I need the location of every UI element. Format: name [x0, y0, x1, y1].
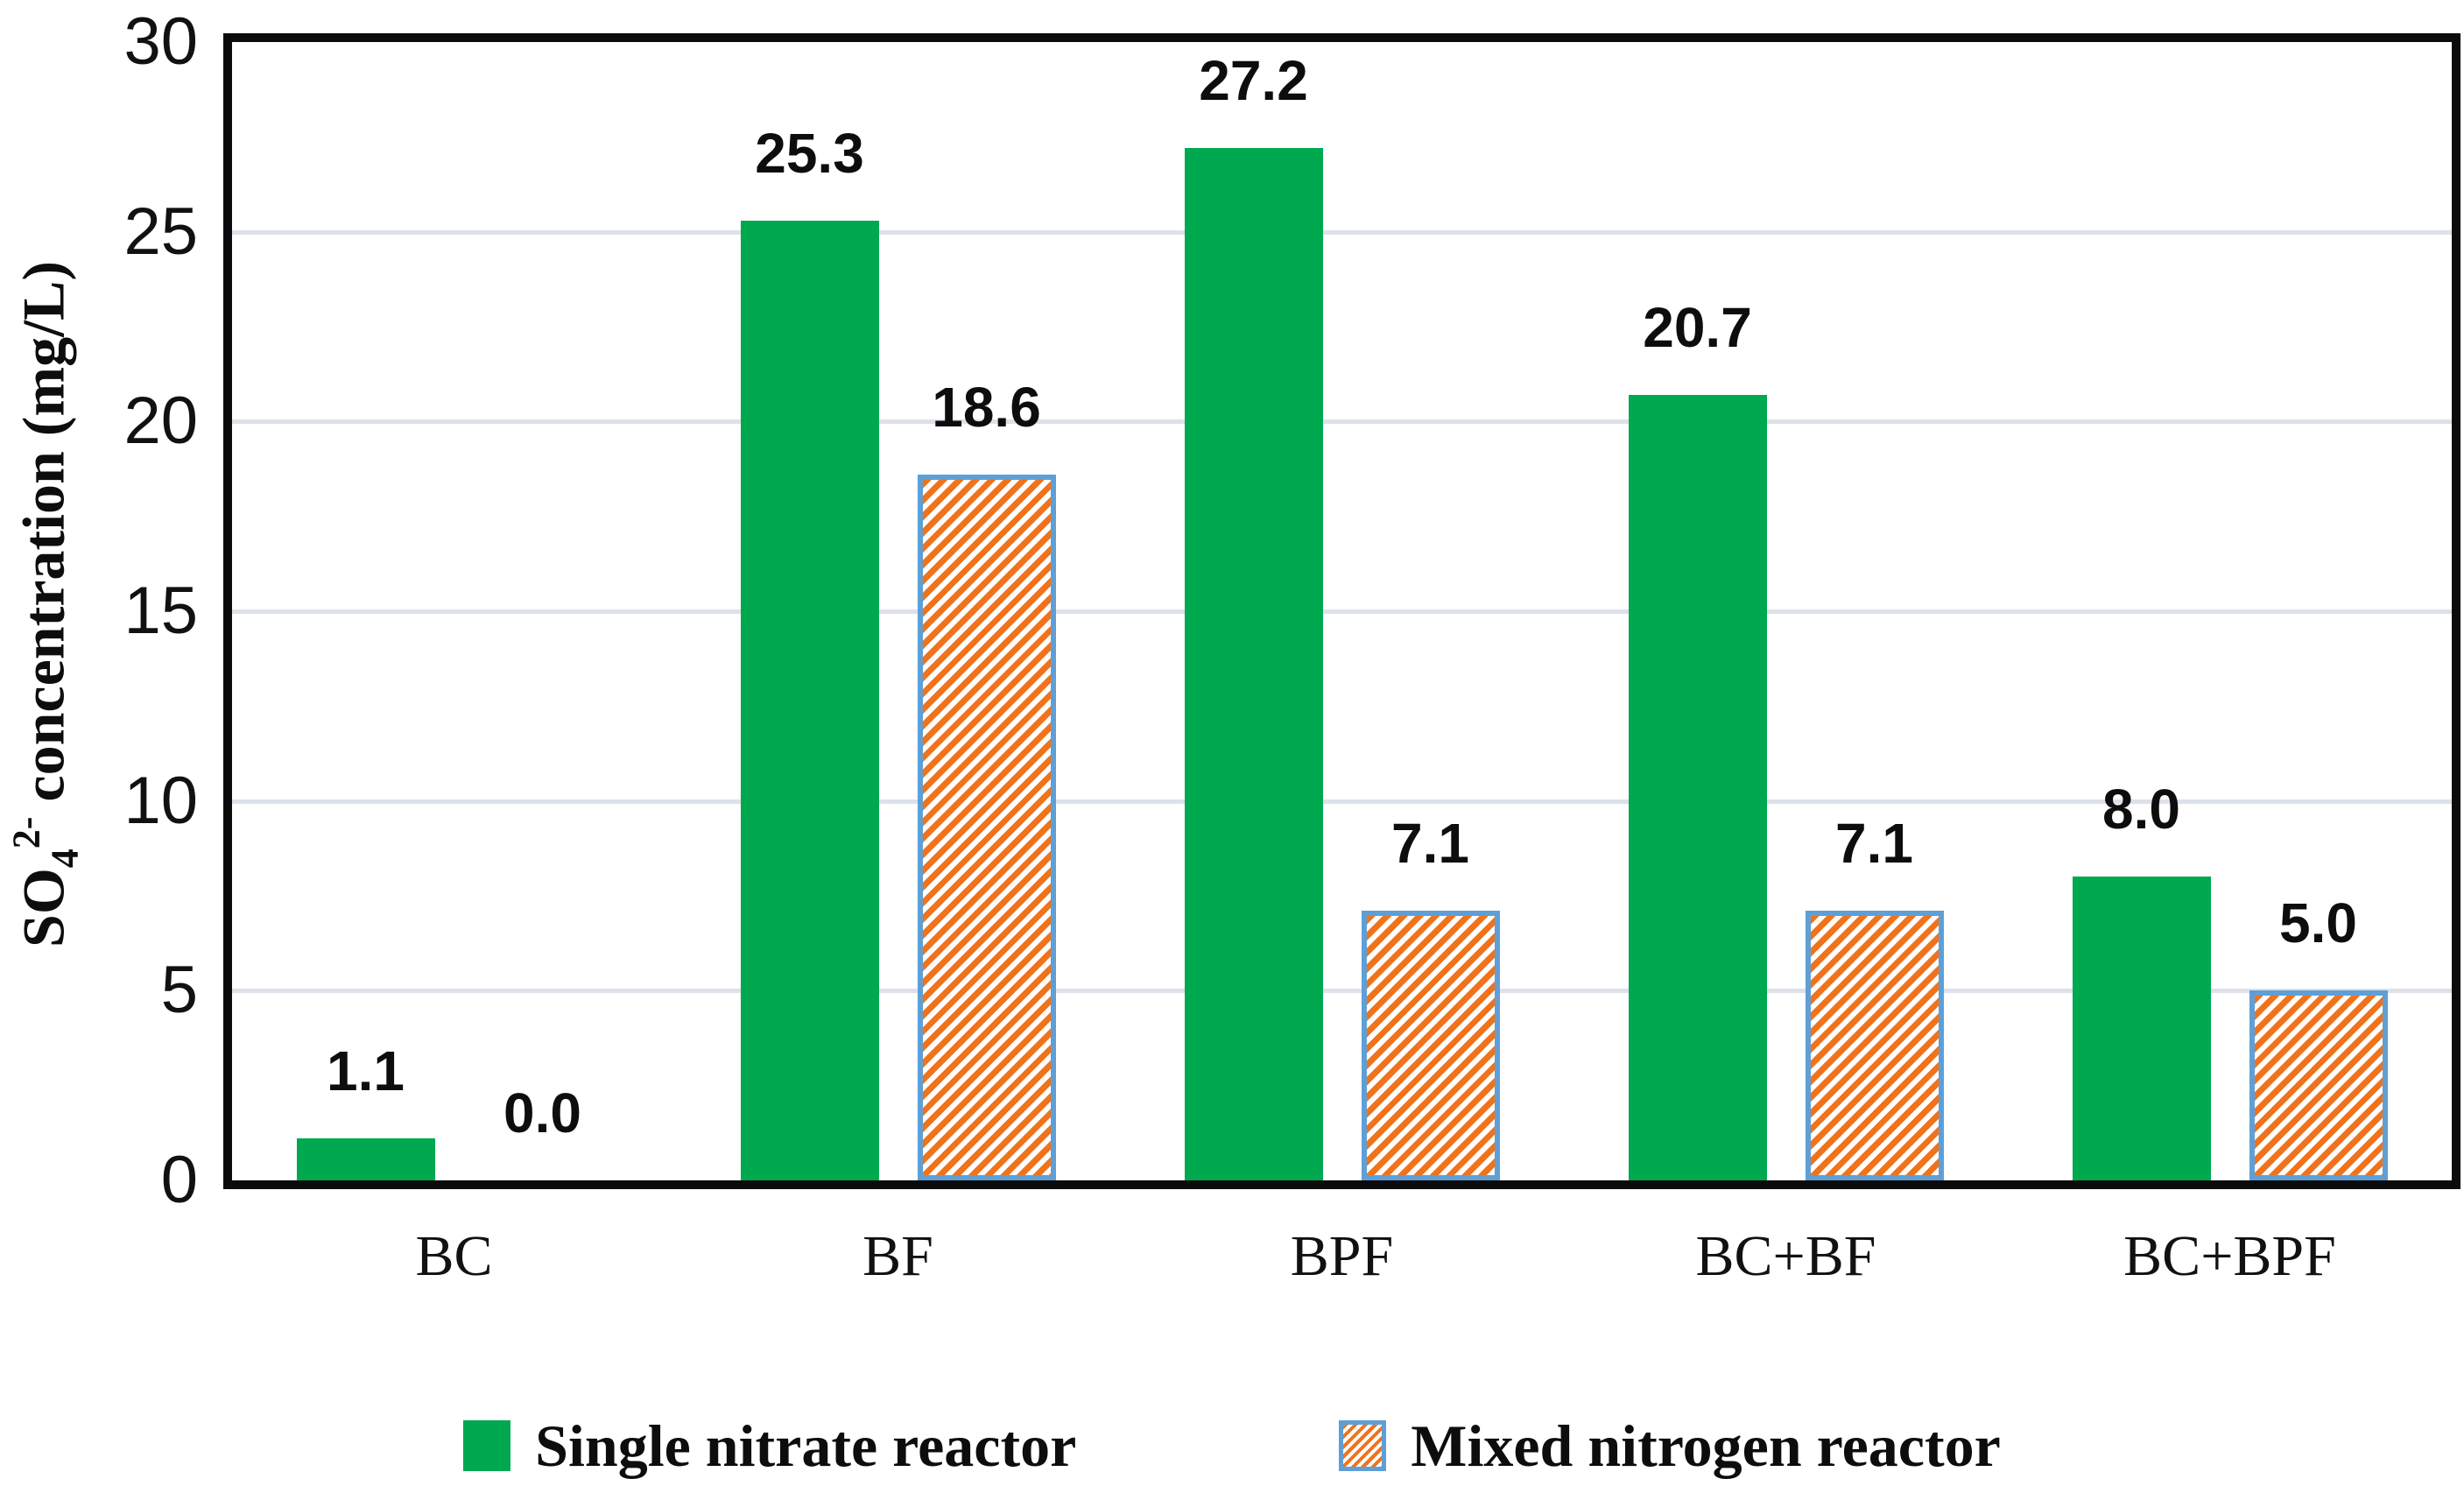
- gridline: [232, 609, 2452, 614]
- y-axis-title-rest: concentration (mg/L): [10, 261, 77, 817]
- y-tick-label: 10: [123, 763, 198, 838]
- x-category-label: BC: [415, 1224, 493, 1288]
- legend-item: Mixed nitrogen reactor: [1339, 1412, 2001, 1481]
- gridline: [232, 419, 2452, 425]
- x-category-label: BC+BF: [1695, 1224, 1876, 1288]
- bar-value-label: 7.1: [1835, 812, 1913, 875]
- legend-label: Mixed nitrogen reactor: [1411, 1412, 2001, 1479]
- y-tick-label: 20: [123, 384, 198, 459]
- gridline: [232, 989, 2452, 994]
- x-category-label: BC+BPF: [2123, 1224, 2336, 1288]
- legend-label: Single nitrate reactor: [535, 1412, 1077, 1479]
- bar-value-label: 18.6: [932, 376, 1041, 439]
- bar-value-label: 20.7: [1643, 296, 1752, 359]
- y-tick-label: 30: [123, 4, 198, 79]
- bar-single-nitrate-reactor: [740, 221, 879, 1180]
- y-axis-title-prefix: SO: [10, 868, 77, 947]
- bar-single-nitrate-reactor: [1184, 148, 1323, 1180]
- bar-mixed-nitrogen-reactor: [917, 475, 1056, 1180]
- legend-swatch-solid: [463, 1420, 511, 1471]
- legend-item: Single nitrate reactor: [463, 1412, 1076, 1481]
- x-category-label: BPF: [1290, 1224, 1394, 1288]
- bar-value-label: 8.0: [2102, 778, 2180, 841]
- bar-single-nitrate-reactor: [2072, 877, 2211, 1180]
- plot-border-bottom: [223, 1180, 2460, 1189]
- bar-value-label: 27.2: [1199, 49, 1308, 112]
- y-tick-label: 5: [160, 953, 198, 1028]
- bar-value-label: 25.3: [755, 122, 864, 185]
- gridline: [232, 799, 2452, 804]
- legend: Single nitrate reactor Mixed nitrogen rea…: [0, 1398, 2464, 1494]
- bar-value-label: 0.0: [503, 1081, 581, 1144]
- plot-border-right: [2452, 33, 2460, 1189]
- y-tick-label: 25: [123, 194, 198, 269]
- bar-mixed-nitrogen-reactor: [1361, 911, 1500, 1180]
- y-tick-label: 15: [123, 574, 198, 648]
- y-tick-label: 0: [160, 1143, 198, 1217]
- x-category-label: BF: [862, 1224, 933, 1288]
- y-axis-title-subscript: 4: [43, 849, 87, 869]
- bar-mixed-nitrogen-reactor: [1805, 911, 1944, 1180]
- y-axis-line: [223, 33, 232, 1189]
- bar-single-nitrate-reactor: [1628, 395, 1767, 1180]
- gridline: [232, 229, 2452, 235]
- bar-value-label: 5.0: [2279, 891, 2357, 954]
- bar-mixed-nitrogen-reactor: [2249, 990, 2388, 1180]
- bar-single-nitrate-reactor: [296, 1138, 435, 1180]
- bar-value-label: 1.1: [327, 1039, 405, 1102]
- plot-border-top: [223, 33, 2460, 42]
- bar-value-label: 7.1: [1391, 812, 1469, 875]
- legend-swatch-hatched: [1339, 1420, 1387, 1471]
